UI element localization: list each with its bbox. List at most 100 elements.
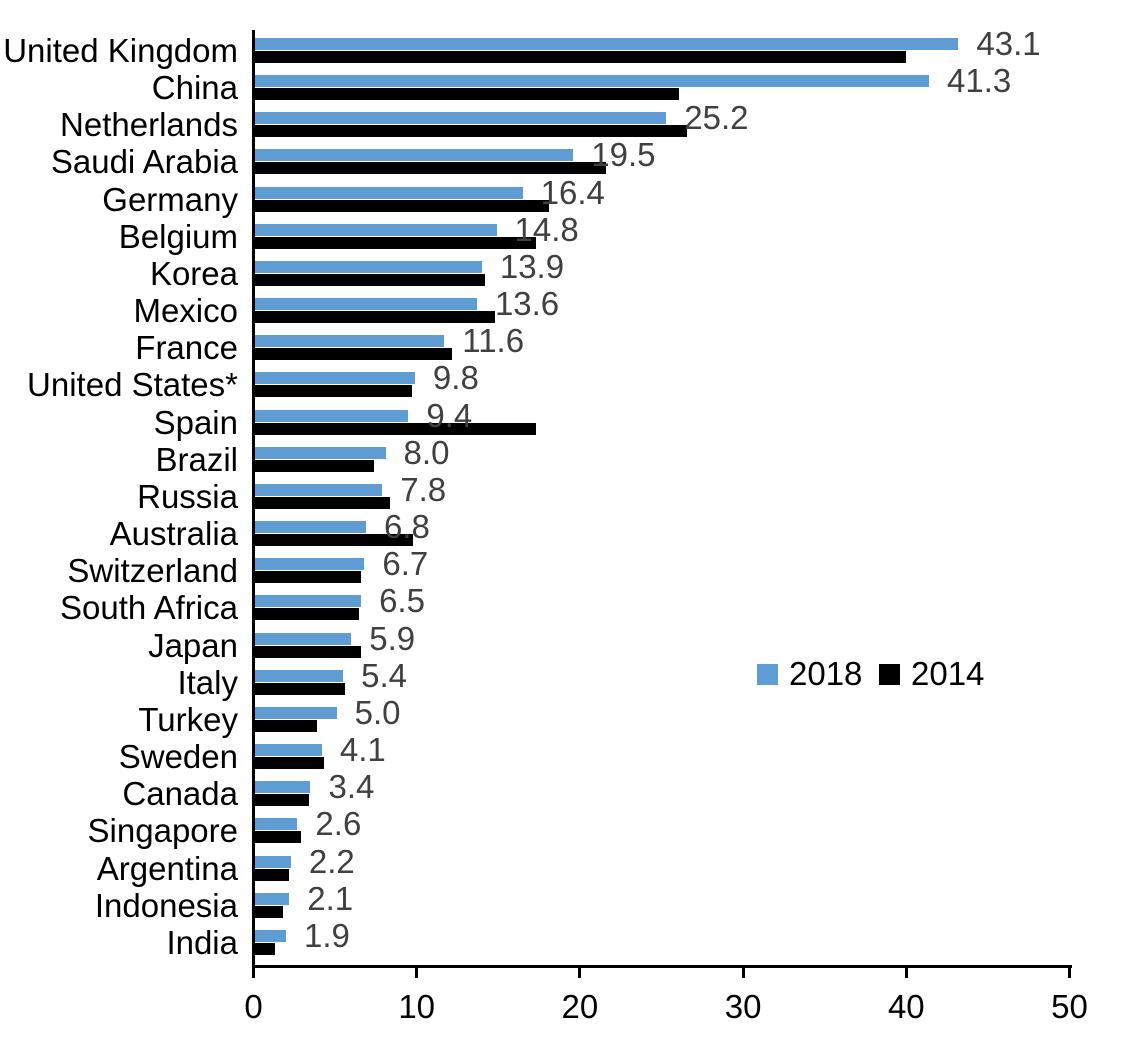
value-label: 19.5 — [591, 136, 656, 174]
legend-label-2014: 2014 — [911, 655, 985, 692]
category-label: South Africa — [60, 589, 238, 627]
bar-2014 — [255, 348, 453, 361]
value-label: 11.6 — [462, 322, 525, 360]
bar-2014 — [255, 571, 362, 584]
category-label: United States* — [27, 366, 238, 404]
x-axis-tick-label: 10 — [398, 988, 436, 1025]
category-label: Canada — [122, 775, 238, 813]
bar-2018 — [255, 298, 477, 311]
bar-2014 — [255, 236, 536, 249]
bar-2018 — [255, 558, 365, 571]
value-label: 13.9 — [499, 247, 565, 285]
category-label: Brazil — [155, 440, 238, 478]
bar-2014 — [255, 459, 375, 472]
category-label: Singapore — [87, 812, 238, 850]
category-label: Germany — [102, 180, 238, 218]
bar-2018 — [255, 595, 362, 608]
category-label: Spain — [153, 403, 238, 441]
bar-2018 — [255, 186, 523, 199]
category-label: Mexico — [133, 292, 238, 330]
value-label: 8.0 — [403, 433, 450, 471]
bar-2014 — [255, 831, 301, 844]
bar-2014 — [255, 162, 606, 175]
bar-2018 — [255, 483, 383, 496]
value-label: 6.5 — [379, 582, 425, 620]
x-axis-tick-label: 50 — [1051, 988, 1088, 1025]
value-label: 1.9 — [304, 916, 350, 954]
value-label: 41.3 — [947, 62, 1012, 100]
value-label: 16.4 — [540, 173, 605, 211]
bar-2014 — [255, 534, 414, 547]
bar-2018 — [255, 669, 344, 682]
bar-2018 — [255, 112, 667, 125]
bar-2018 — [255, 744, 322, 757]
bar-2018 — [255, 892, 290, 905]
value-label: 2.1 — [307, 879, 354, 917]
bar-2018 — [255, 149, 574, 162]
category-label: France — [135, 329, 238, 367]
bar-2018 — [255, 223, 497, 236]
category-label: China — [151, 69, 238, 107]
bar-2014 — [255, 51, 907, 63]
category-label: Japan — [148, 626, 238, 664]
x-axis-tick-label: 0 — [244, 988, 263, 1025]
x-axis-tick — [578, 968, 582, 978]
value-label: 25.2 — [684, 99, 749, 137]
category-label: Australia — [109, 515, 238, 553]
value-label: 9.8 — [432, 359, 479, 397]
value-label: 9.4 — [426, 396, 473, 434]
bar-2018 — [255, 929, 286, 942]
bar-2014 — [255, 273, 486, 286]
bar-2018 — [255, 335, 445, 348]
bar-2018 — [255, 818, 298, 831]
bar-2014 — [255, 942, 275, 955]
value-label: 4.1 — [339, 731, 386, 769]
legend-swatch-2014 — [879, 664, 900, 685]
bar-2018 — [255, 855, 291, 868]
value-label: 7.8 — [400, 470, 447, 508]
category-label: India — [166, 923, 238, 961]
value-label: 5.0 — [354, 693, 401, 731]
value-label: 5.9 — [369, 619, 416, 657]
x-axis-tick — [1068, 968, 1071, 978]
category-label: Korea — [149, 254, 238, 292]
x-axis-tick-label: 40 — [887, 988, 925, 1025]
value-label: 6.8 — [383, 508, 430, 546]
bar-2014 — [255, 88, 680, 101]
bar-2018 — [255, 372, 415, 385]
category-label: Turkey — [138, 700, 238, 738]
category-label: Sweden — [118, 738, 238, 776]
value-label: 14.8 — [514, 210, 579, 248]
category-label: Russia — [137, 477, 238, 515]
bar-2018 — [255, 409, 409, 422]
value-label: 5.4 — [361, 656, 407, 694]
x-axis-tick — [252, 968, 255, 978]
x-axis-tick — [741, 968, 745, 978]
bar-2014 — [255, 199, 549, 212]
bar-2014 — [255, 868, 290, 881]
bar-2014 — [255, 311, 495, 324]
bar-2014 — [255, 757, 324, 770]
bar-2014 — [255, 719, 318, 732]
bar-2014 — [255, 385, 412, 398]
category-label: Switzerland — [67, 552, 238, 590]
bar-2014 — [255, 422, 536, 435]
bar-2014 — [255, 682, 345, 695]
category-label: Saudi Arabia — [50, 143, 238, 181]
bar-2018 — [255, 75, 930, 88]
category-label: Netherlands — [60, 106, 238, 144]
value-label: 13.6 — [494, 285, 560, 323]
category-label: Indonesia — [94, 886, 238, 924]
bar-2018 — [255, 446, 386, 459]
value-label: 2.2 — [308, 842, 355, 880]
y-axis-line — [252, 30, 255, 968]
bar-2014 — [255, 905, 283, 918]
bar-2014 — [255, 608, 360, 621]
category-label: Belgium — [118, 217, 238, 255]
x-axis-tick — [904, 968, 908, 978]
bar-2018 — [255, 521, 366, 534]
category-label: Argentina — [96, 849, 238, 887]
bar-2014 — [255, 125, 688, 138]
x-axis-tick-label: 30 — [724, 988, 762, 1025]
